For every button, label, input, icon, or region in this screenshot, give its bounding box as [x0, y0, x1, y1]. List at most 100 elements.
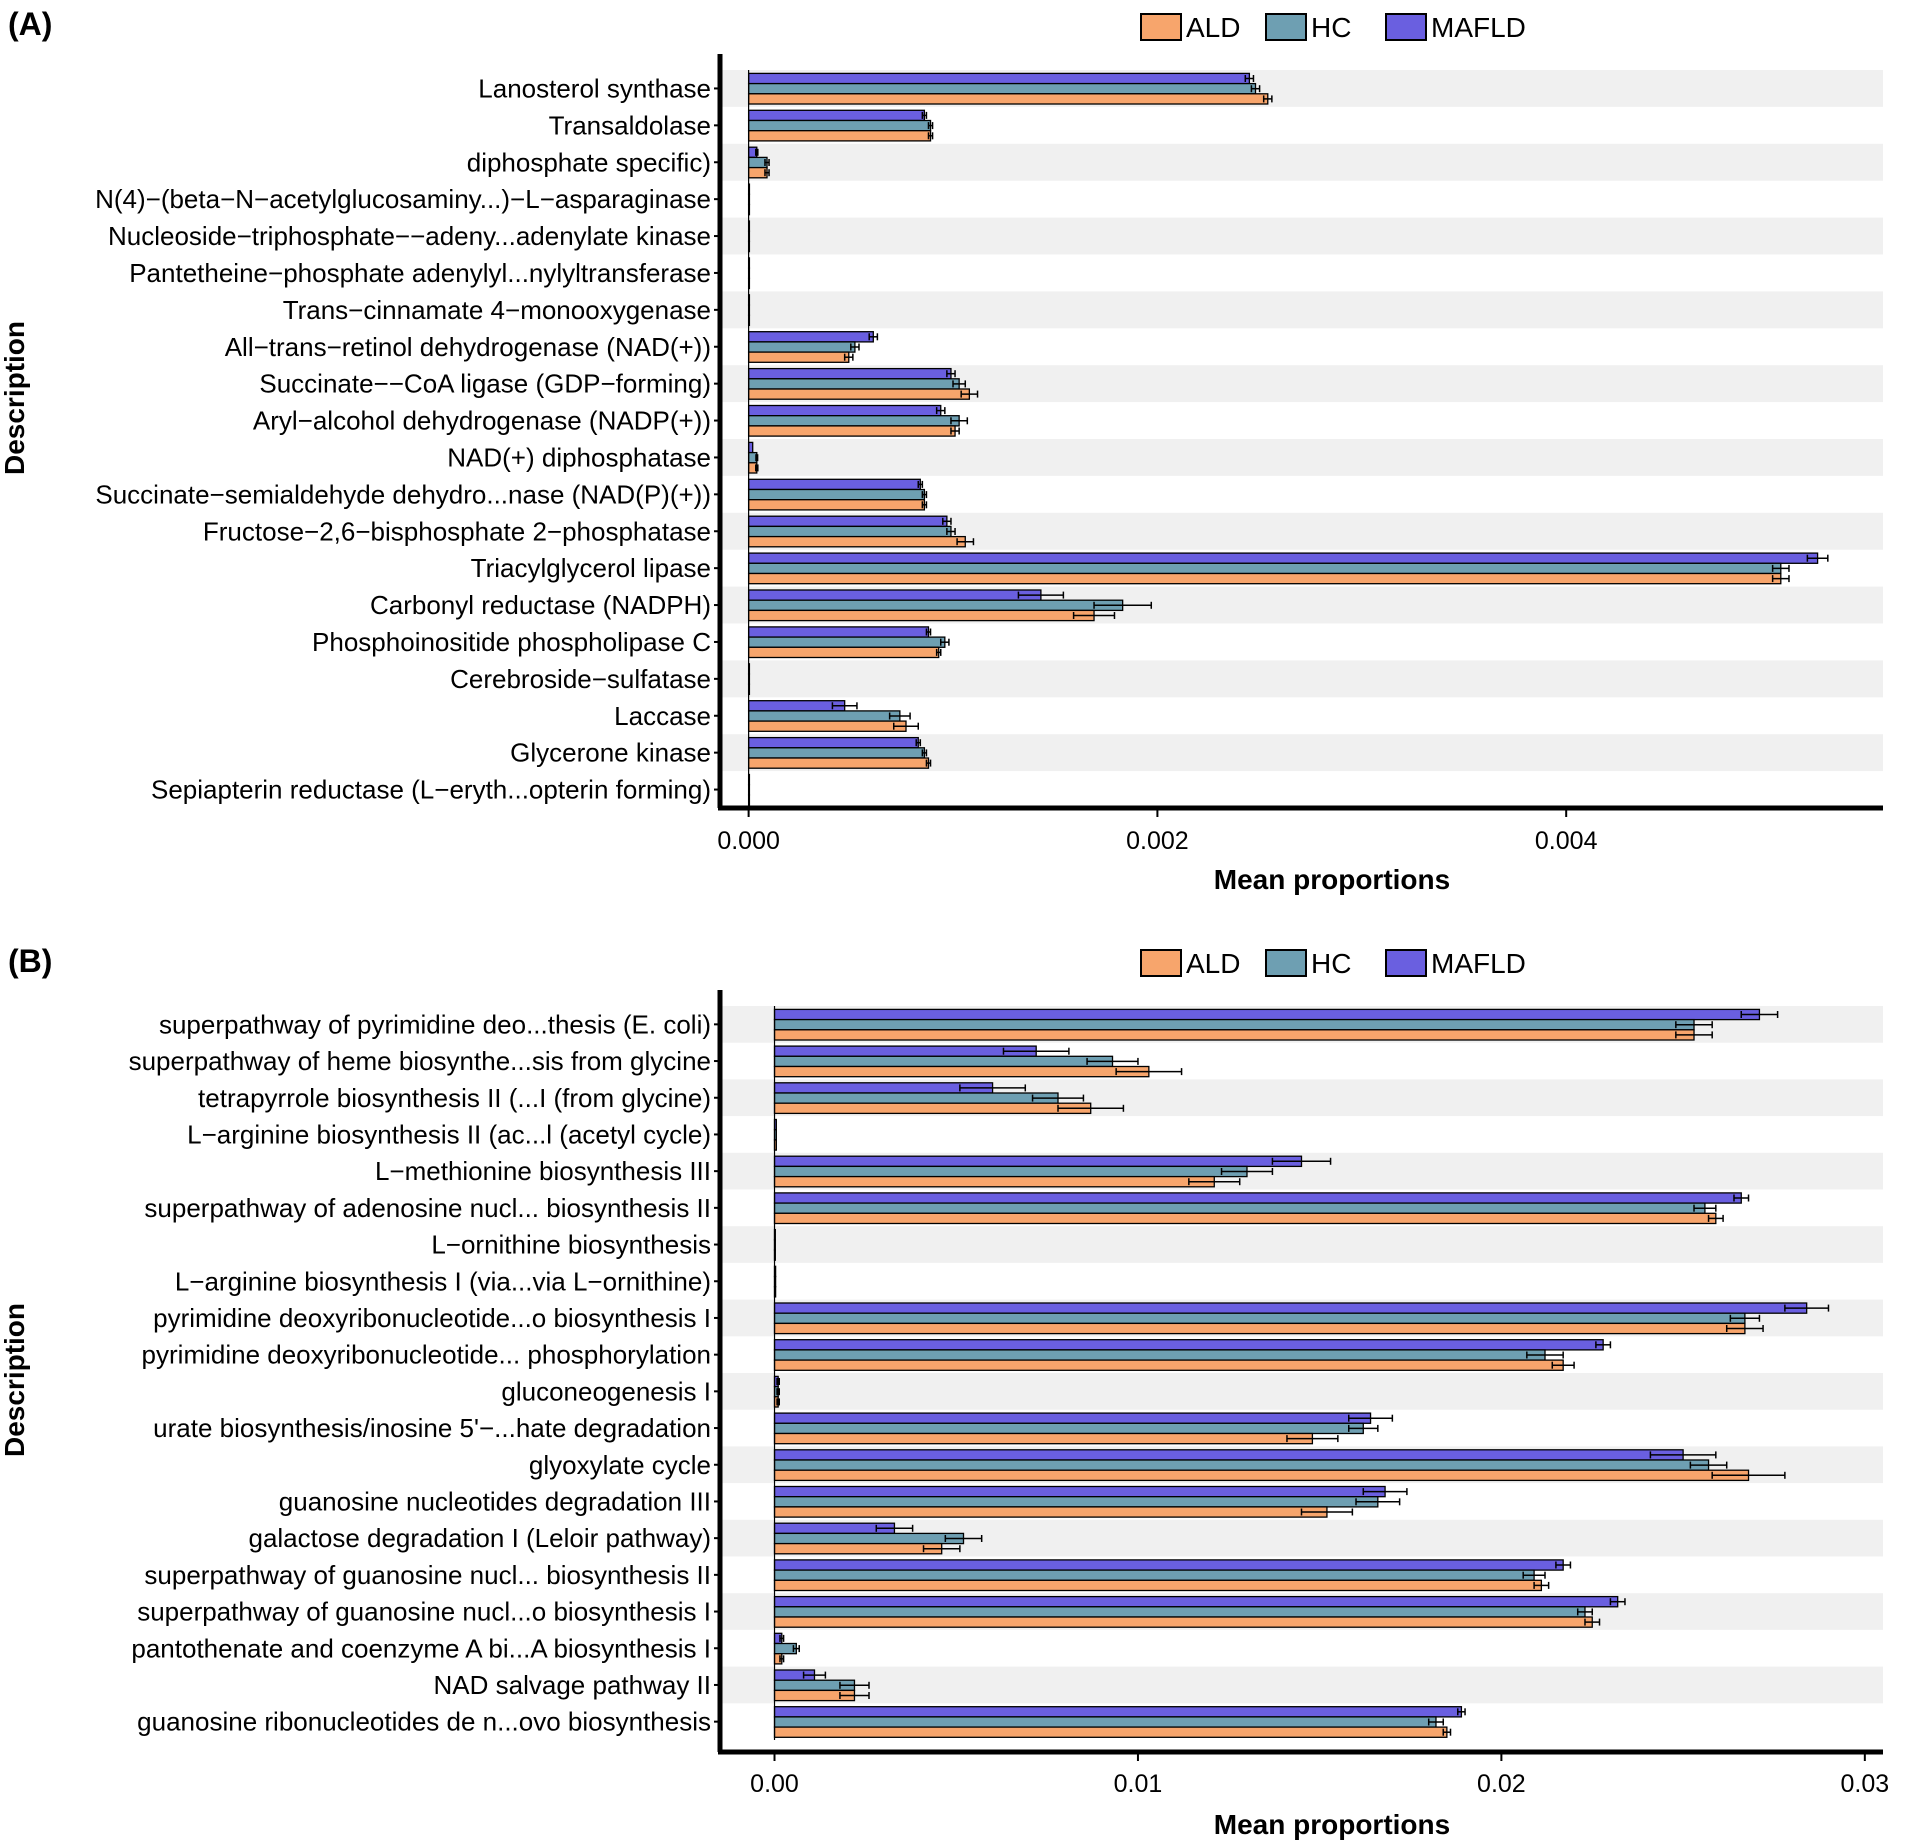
error-bar — [1115, 1068, 1183, 1076]
category-label: Phosphoinositide phospholipase C — [312, 627, 711, 657]
category-label: NAD(+) diphosphatase — [447, 442, 711, 472]
legend-swatch — [1140, 13, 1182, 41]
error-bar — [939, 638, 950, 646]
error-bar — [1707, 1214, 1724, 1222]
legend-swatch — [1265, 13, 1307, 41]
x-axis-title: Mean proportions — [1214, 1809, 1450, 1840]
error-bar — [1693, 1204, 1717, 1212]
bar-mafld — [773, 1485, 1386, 1498]
category-label: pantothenate and coenzyme A bi...A biosy… — [131, 1633, 711, 1663]
bar-hc — [773, 1459, 1710, 1471]
error-bar — [850, 343, 860, 351]
bar-hc — [773, 1092, 1059, 1104]
error-bar — [776, 1378, 780, 1385]
error-bar — [952, 380, 967, 388]
error-bar — [1347, 1424, 1379, 1432]
error-bar — [1086, 1057, 1139, 1065]
bar-ald — [747, 720, 907, 732]
error-bar — [1362, 1488, 1408, 1496]
bar-ald — [747, 646, 940, 659]
legend-swatch — [1385, 949, 1427, 977]
bar-mafld — [747, 589, 1042, 601]
error-bar — [1457, 1708, 1466, 1716]
category-label: NAD salvage pathway II — [434, 1670, 711, 1700]
category-label: N(4)−(beta−N−acetylglucosaminy...)−L−asp… — [95, 184, 711, 214]
error-bar — [1072, 612, 1116, 619]
bar-mafld — [773, 1559, 1564, 1571]
bar-hc — [747, 488, 926, 501]
error-bar — [764, 169, 770, 177]
category-label: L−methionine biosynthesis III — [375, 1156, 711, 1186]
legend-label: MAFLD — [1431, 12, 1526, 43]
row-band — [720, 1666, 1883, 1704]
bar-ald — [773, 1616, 1593, 1628]
category-label: tetrapyrrole biosynthesis II (...I (from… — [198, 1083, 711, 1113]
bar-ald — [773, 1726, 1448, 1738]
error-bar — [1711, 1471, 1786, 1479]
legend-item-hc: HC — [1265, 12, 1351, 43]
category-label: gluconeogenesis I — [501, 1376, 711, 1406]
row-band — [720, 1373, 1883, 1410]
bar-hc — [773, 1716, 1437, 1728]
panel-b: (B) ALD HC MAFLD Description superpathway of … — [0, 943, 1889, 1840]
error-bar — [921, 501, 928, 509]
category-label: Cerebroside−sulfatase — [450, 664, 711, 694]
error-bar — [950, 417, 969, 425]
error-bar — [1093, 601, 1153, 609]
bar-ald — [773, 1469, 1750, 1482]
error-bar — [1675, 1021, 1713, 1029]
category-label: pyrimidine deoxyribonucleotide...o biosy… — [153, 1303, 711, 1333]
error-bar — [1262, 95, 1273, 103]
bar-mafld — [747, 404, 942, 417]
x-tick-label: 0.01 — [1114, 1770, 1163, 1798]
bar-mafld — [773, 1412, 1372, 1424]
error-bar — [1649, 1451, 1717, 1459]
legend-label: ALD — [1186, 12, 1240, 43]
error-bar — [843, 353, 854, 361]
bar-hc — [773, 1202, 1706, 1214]
error-bar — [925, 759, 932, 767]
error-bar — [1784, 1304, 1830, 1312]
bar-ald — [773, 1432, 1314, 1445]
bar-hc — [773, 1055, 1114, 1068]
category-label: Sepiapterin reductase (L−eryth...opterin… — [151, 775, 711, 805]
category-label: superpathway of heme biosynthe...sis fro… — [129, 1046, 711, 1076]
error-bar — [959, 1084, 1027, 1092]
error-bar — [927, 132, 934, 140]
x-tick-label: 0.000 — [717, 827, 780, 855]
category-label: Fructose−2,6−bisphosphate 2−phosphatase — [203, 516, 711, 546]
category-label: glyoxylate cycle — [529, 1450, 711, 1480]
category-label: guanosine nucleotides degradation III — [279, 1486, 711, 1516]
bar-ald — [773, 1579, 1543, 1592]
bar-mafld — [747, 331, 874, 343]
bar-hc — [773, 1532, 965, 1545]
bar-hc — [747, 562, 1782, 575]
legend-swatch — [1385, 13, 1427, 41]
x-tick-label: 0.00 — [750, 1770, 799, 1798]
error-bar — [1300, 1508, 1354, 1516]
error-bar — [1188, 1178, 1241, 1186]
error-bar — [956, 538, 975, 546]
bar-mafld — [773, 1706, 1463, 1718]
y-axis-title: Description — [0, 321, 30, 475]
error-bar — [779, 1655, 785, 1663]
category-label: L−arginine biosynthesis I (via...via L−o… — [175, 1266, 711, 1296]
bar-mafld — [773, 1339, 1604, 1351]
error-bar — [776, 1388, 780, 1396]
bar-hc — [773, 1018, 1695, 1031]
row-band — [720, 143, 1883, 181]
category-label: Succinate−−CoA ligase (GDP−forming) — [259, 369, 711, 399]
x-tick-label: 0.02 — [1477, 1770, 1526, 1798]
row-band — [720, 1226, 1883, 1263]
legend-item-mafld: MAFLD — [1385, 948, 1526, 979]
category-label: Lanosterol synthase — [478, 73, 711, 103]
error-bar — [1609, 1598, 1626, 1606]
category-label: galactose degradation I (Leloir pathway) — [248, 1523, 711, 1553]
category-label: Laccase — [614, 701, 711, 731]
category-label: Transaldolase — [549, 110, 711, 140]
error-bar — [1771, 575, 1790, 583]
category-label: Succinate−semialdehyde dehydro...nase (N… — [95, 479, 711, 509]
error-bar — [868, 333, 879, 341]
bar-mafld — [747, 626, 930, 638]
